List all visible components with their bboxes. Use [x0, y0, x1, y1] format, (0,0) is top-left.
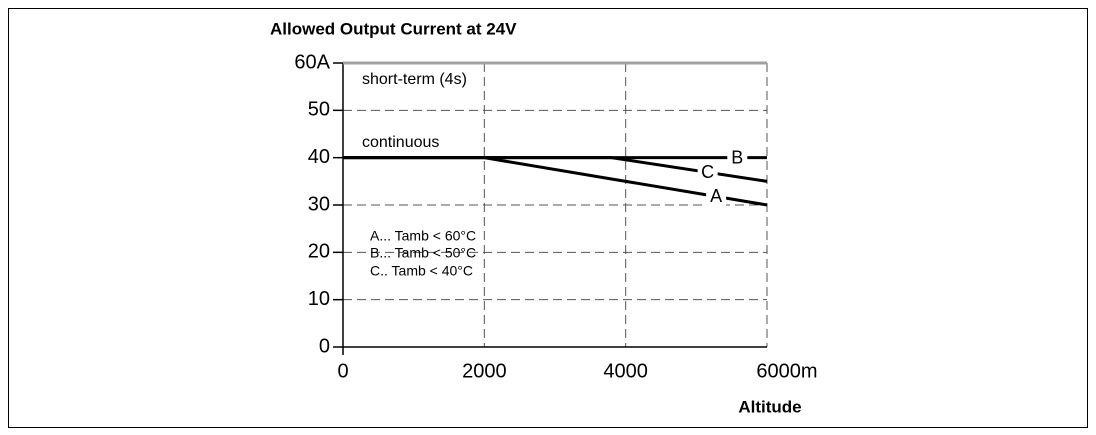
- series-label: A: [710, 186, 722, 206]
- annotation: A... Tamb < 60°C: [370, 228, 476, 244]
- annotation: C.. Tamb < 40°C: [370, 263, 473, 279]
- y-tick-label: 30: [308, 193, 330, 215]
- series-label: short-term (4s): [362, 71, 467, 88]
- x-axis-label: Altitude: [738, 397, 801, 416]
- series-line: [343, 156, 768, 183]
- chart-title: Allowed Output Current at 24V: [270, 19, 517, 38]
- annotation: continuous: [362, 134, 439, 151]
- x-tick-label: 6000m: [756, 360, 817, 382]
- label-bg: [727, 147, 748, 168]
- x-tick-label: 4000: [603, 360, 648, 382]
- y-tick-label: 50: [308, 99, 330, 121]
- x-tick-label: 2000: [462, 360, 507, 382]
- frame: [8, 8, 1088, 428]
- y-tick-label: 10: [308, 288, 330, 310]
- x-tick-label: 0: [337, 360, 348, 382]
- annotation: B... Tamb < 50°C: [370, 245, 476, 261]
- y-tick-label: 20: [308, 241, 330, 263]
- y-tick-label: 60A: [294, 51, 330, 73]
- y-tick-label: 40: [308, 146, 330, 168]
- label-bg: [697, 162, 718, 183]
- label-bg: [706, 186, 727, 207]
- series-label: B: [731, 147, 743, 167]
- y-tick-label: 0: [319, 335, 330, 357]
- series-label: C: [701, 162, 714, 182]
